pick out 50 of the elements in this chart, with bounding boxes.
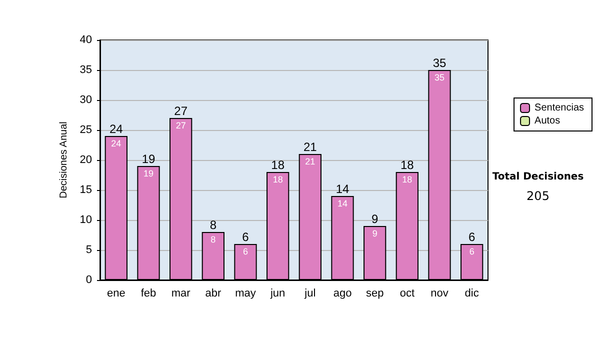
x-tick-label: jul (304, 288, 316, 300)
text: Total Decisiones (492, 172, 584, 182)
y-tick-label: 20 (80, 154, 92, 166)
total-label: 35 (432, 56, 446, 70)
x-tick-label: oct (400, 288, 415, 300)
data-label: 24 (111, 138, 122, 148)
x-tick-label: sep (366, 288, 384, 300)
data-label: 18 (402, 174, 412, 184)
data-label: 35 (434, 72, 445, 82)
total-label: 8 (210, 218, 217, 232)
total-label: 9 (371, 212, 378, 226)
data-label: 9 (372, 228, 378, 238)
data-label: 21 (305, 156, 316, 166)
data-label: 6 (242, 246, 248, 256)
total-label: 21 (303, 140, 318, 154)
total-label: 14 (336, 182, 350, 196)
y-tick-label: 0 (86, 274, 92, 286)
total-label: 18 (271, 158, 285, 172)
total-label: 6 (468, 230, 476, 244)
y-tick-label: 25 (80, 124, 92, 136)
legend-label: Autos (534, 116, 560, 126)
x-tick-label: nov (430, 288, 449, 300)
total-label: 27 (174, 104, 188, 118)
x-tick-label: abr (205, 288, 222, 300)
data-label: 18 (272, 174, 283, 184)
x-tick-label: may (235, 288, 256, 300)
total-label: 6 (242, 230, 250, 244)
y-axis-title: Decisiones Anual (58, 122, 70, 198)
y-tick-label: 15 (80, 184, 92, 196)
y-tick-label: 5 (86, 244, 92, 256)
x-tick-label: ago (333, 288, 352, 300)
y-tick-label: 40 (80, 34, 92, 46)
total-label: 18 (400, 158, 414, 172)
y-tick-label: 10 (80, 214, 92, 226)
legend-label: Sentencias (534, 102, 584, 114)
data-label: 27 (176, 120, 186, 130)
data-label: 6 (469, 246, 474, 256)
x-tick-label: mar (171, 288, 191, 300)
y-tick-label: 35 (80, 64, 92, 76)
x-tick-label: dic (464, 288, 480, 300)
x-tick-label: feb (140, 288, 156, 300)
data-label: 14 (337, 198, 348, 208)
x-tick-label: ene (106, 288, 126, 300)
y-tick-label: 30 (80, 94, 92, 106)
data-label: 8 (210, 234, 216, 244)
total-label: 24 (109, 122, 124, 136)
data-label: 19 (143, 168, 154, 178)
total-label: 19 (142, 152, 156, 166)
text: 205 (526, 189, 550, 203)
x-tick-label: jun (269, 288, 286, 300)
